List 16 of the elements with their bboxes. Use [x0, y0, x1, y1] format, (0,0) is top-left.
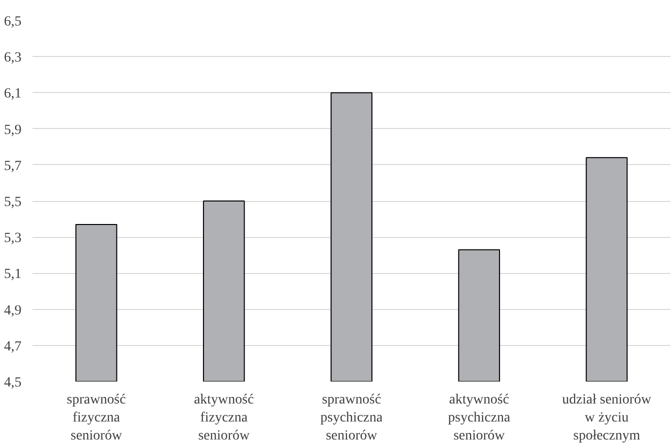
y-tick-label: 4,7	[4, 339, 22, 354]
y-tick-label: 6,1	[4, 86, 22, 102]
x-tick-label: aktywność psychiczna seniorów	[448, 392, 511, 444]
y-tick-label: 4,5	[4, 376, 22, 390]
x-tick-label: sprawność psychiczna seniorów	[320, 392, 384, 444]
x-tick-label: udział seniorów w życiu społecznym	[562, 392, 652, 444]
y-tick-label: 5,1	[4, 267, 22, 282]
y-tick-label: 6,3	[4, 50, 22, 66]
y-tick-label: 5,5	[4, 195, 22, 210]
y-tick-label: 5,9	[4, 122, 22, 138]
y-tick-label: 4,9	[4, 303, 22, 318]
y-tick-label: 6,5	[4, 14, 22, 30]
x-tick-label: aktywność fizyczna seniorów	[194, 392, 254, 444]
y-tick-label: 5,3	[4, 231, 22, 246]
y-tick-label: 5,7	[4, 158, 22, 174]
x-tick-label: sprawność fizyczna seniorów	[66, 392, 126, 444]
